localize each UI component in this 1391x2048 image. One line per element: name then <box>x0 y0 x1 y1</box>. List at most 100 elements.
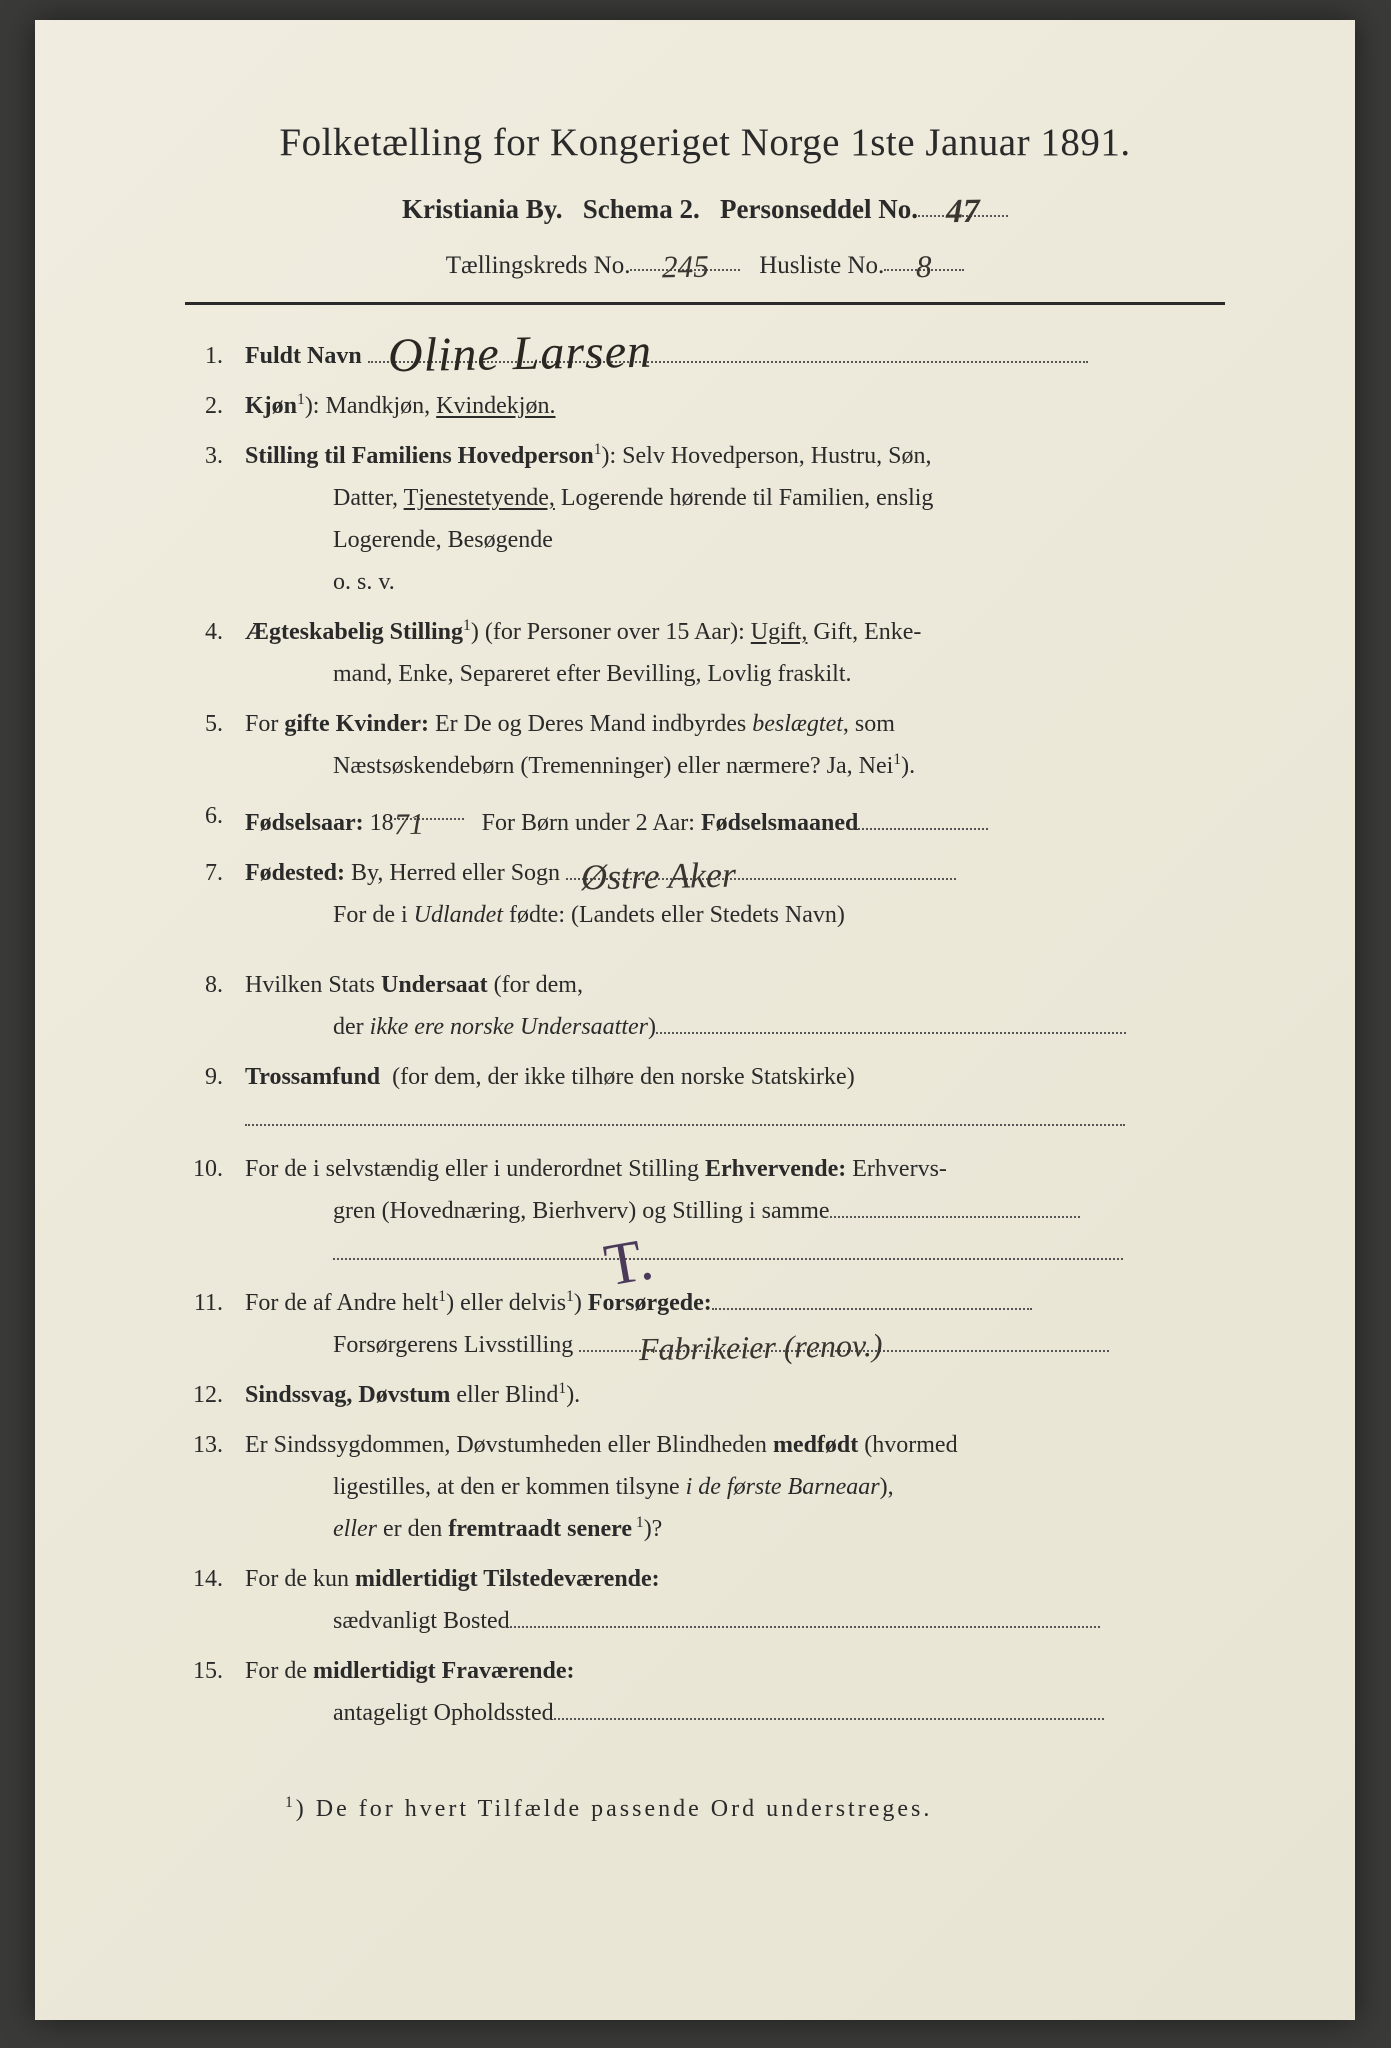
row-7: 7. Fødested: By, Herred eller Sogn Østre… <box>185 852 1225 936</box>
census-form-page: Folketælling for Kongeriget Norge 1ste J… <box>35 20 1355 2020</box>
footnote-sup: 1 <box>285 1794 296 1811</box>
row-15: 15. For de midlertidigt Fraværende: anta… <box>185 1650 1225 1734</box>
row-5-rest2: Næstsøskendebørn (Tremenninger) eller næ… <box>333 753 893 779</box>
row-8-b: (for dem, <box>494 972 583 998</box>
row-15-label: midlertidigt Fraværende: <box>313 1658 575 1684</box>
husliste-label: Husliste No. <box>759 252 884 279</box>
row-6-label2: Fødselsmaaned <box>701 810 858 836</box>
row-8-line2b: ikke ere norske Undersaatter <box>370 1014 648 1040</box>
row-6-num: 6. <box>185 795 245 837</box>
city: Kristiania By. <box>402 194 563 224</box>
row-4-rest2: mand, Enke, Separeret efter Bevilling, L… <box>333 661 852 687</box>
row-15-num: 15. <box>185 1650 245 1692</box>
husliste-value: 8 <box>916 249 932 285</box>
row-8-line2a: der <box>333 1014 364 1040</box>
row-9-rest: (for dem, der ikke tilhøre den norske St… <box>392 1064 855 1090</box>
row-11-line2: Forsørgerens Livsstilling <box>333 1332 573 1358</box>
row-13-label: medfødt <box>773 1432 858 1458</box>
row-5-label: gifte Kvinder: <box>284 711 429 737</box>
kreds-label: Tællingskreds No. <box>446 252 631 279</box>
row-7-line2a: For de i <box>333 902 408 928</box>
row-12: 12. Sindssvag, Døvstum eller Blind1). <box>185 1374 1225 1416</box>
row-5-rest1c: , som <box>843 711 895 737</box>
row-8-a: Hvilken Stats <box>245 972 375 998</box>
row-15-line2: antageligt Opholdssted <box>333 1700 554 1726</box>
row-10-label: Erhvervende: <box>705 1156 846 1182</box>
row-12-label: Sindssvag, Døvstum <box>245 1382 450 1408</box>
row-11: 11. For de af Andre helt1) eller delvis1… <box>185 1282 1225 1366</box>
row-3-rest2b: Tjenestetyende, <box>404 485 555 511</box>
row-3-rest2a: Datter, <box>333 485 398 511</box>
row-13-num: 13. <box>185 1424 245 1466</box>
row-14: 14. For de kun midlertidigt Tilstedevære… <box>185 1558 1225 1642</box>
row-4-rest1: Gift, Enke- <box>813 619 921 645</box>
form-header: Folketælling for Kongeriget Norge 1ste J… <box>185 120 1225 280</box>
row-4-label: Ægteskabelig Stilling <box>245 619 463 645</box>
row-6-label: Fødselsaar: <box>245 810 364 836</box>
row-13: 13. Er Sindssygdommen, Døvstumheden elle… <box>185 1424 1225 1550</box>
birth-year: 71 <box>393 799 424 852</box>
schema: Schema 2. <box>583 194 700 224</box>
row-5-rest1a: Er De og Deres Mand indbyrdes <box>435 711 746 737</box>
row-3-rest3: Logerende, Besøgende <box>333 527 553 553</box>
row-2: 2. Kjøn1): Mandkjøn, Kvindekjøn. <box>185 385 1225 427</box>
row-6-prefix: 18 <box>370 810 394 836</box>
row-7-rest: By, Herred eller Sogn <box>351 860 560 886</box>
row-13-line2c: ), <box>880 1474 894 1500</box>
row-14-label: midlertidigt Tilstedeværende: <box>355 1566 660 1592</box>
row-13-line2a: ligestilles, at den er kommen tilsyne <box>333 1474 680 1500</box>
row-3-label: Stilling til Familiens Hovedperson <box>245 443 594 469</box>
row-9-label: Trossamfund <box>245 1064 380 1090</box>
row-8-label: Undersaat <box>381 972 488 998</box>
row-6: 6. Fødselsaar: 1871 For Børn under 2 Aar… <box>185 795 1225 844</box>
row-8-num: 8. <box>185 964 245 1006</box>
row-13-a: Er Sindssygdommen, Døvstumheden eller Bl… <box>245 1432 767 1458</box>
row-3: 3. Stilling til Familiens Hovedperson1):… <box>185 435 1225 603</box>
personseddel-label: Personseddel No. <box>720 194 918 224</box>
row-3-rest1: Selv Hovedperson, Hustru, Søn, <box>622 443 931 469</box>
footnote: 1) De for hvert Tilfælde passende Ord un… <box>185 1794 1225 1823</box>
row-9-num: 9. <box>185 1056 245 1098</box>
row-7-label: Fødested: <box>245 860 345 886</box>
row-14-a: For de kun <box>245 1566 349 1592</box>
row-15-a: For de <box>245 1658 307 1684</box>
row-4-num: 4. <box>185 611 245 653</box>
row-10-num: 10. <box>185 1148 245 1190</box>
personseddel-value: 47 <box>946 193 980 232</box>
row-2-num: 2. <box>185 385 245 427</box>
row-1: 1. Fuldt Navn Oline Larsen <box>185 335 1225 377</box>
header-rule <box>185 302 1225 305</box>
row-11-num: 11. <box>185 1282 245 1324</box>
row-13-line3c: fremtraadt senere <box>448 1516 632 1542</box>
form-subtitle-1: Kristiania By. Schema 2. Personseddel No… <box>185 189 1225 225</box>
row-11-a: For de af Andre helt <box>245 1290 438 1316</box>
row-5: 5. For gifte Kvinder: Er De og Deres Man… <box>185 703 1225 787</box>
row-13-b: (hvormed <box>864 1432 957 1458</box>
row-5-a: For <box>245 711 278 737</box>
row-14-line2: sædvanligt Bosted <box>333 1608 510 1634</box>
footnote-text: ) De for hvert Tilfælde passende Ord und… <box>296 1796 933 1822</box>
row-1-num: 1. <box>185 335 245 377</box>
row-7-num: 7. <box>185 852 245 894</box>
row-13-line2b: i de første Barneaar <box>686 1474 880 1500</box>
row-11-b: eller delvis <box>460 1290 566 1316</box>
row-13-line3a: eller <box>333 1516 377 1542</box>
row-10: 10. For de i selvstændig eller i underor… <box>185 1148 1225 1274</box>
row-5-num: 5. <box>185 703 245 745</box>
birthplace-value: Østre Aker <box>581 843 737 909</box>
row-6-mid: For Børn under 2 Aar: <box>482 810 695 836</box>
row-10-a: For de i selvstændig eller i underordnet… <box>245 1156 699 1182</box>
row-12-rest: eller Blind <box>456 1382 558 1408</box>
row-11-label: Forsørgede: <box>588 1290 712 1316</box>
kreds-value: 245 <box>662 249 709 286</box>
row-10-line2: gren (Hovednæring, Bierhverv) og Stillin… <box>333 1198 830 1224</box>
row-8-line2c: ) <box>648 1014 656 1040</box>
row-3-num: 3. <box>185 435 245 477</box>
row-8: 8. Hvilken Stats Undersaat (for dem, der… <box>185 964 1225 1048</box>
row-4-paren: (for Personer over 15 Aar): <box>485 619 745 645</box>
form-items: 1. Fuldt Navn Oline Larsen 2. Kjøn1): Ma… <box>185 335 1225 1734</box>
row-12-num: 12. <box>185 1374 245 1416</box>
row-10-b: Erhvervs- <box>852 1156 947 1182</box>
provider-occupation: Fabrikeier (renov.) <box>639 1317 883 1377</box>
row-2-label: Kjøn <box>245 393 297 419</box>
